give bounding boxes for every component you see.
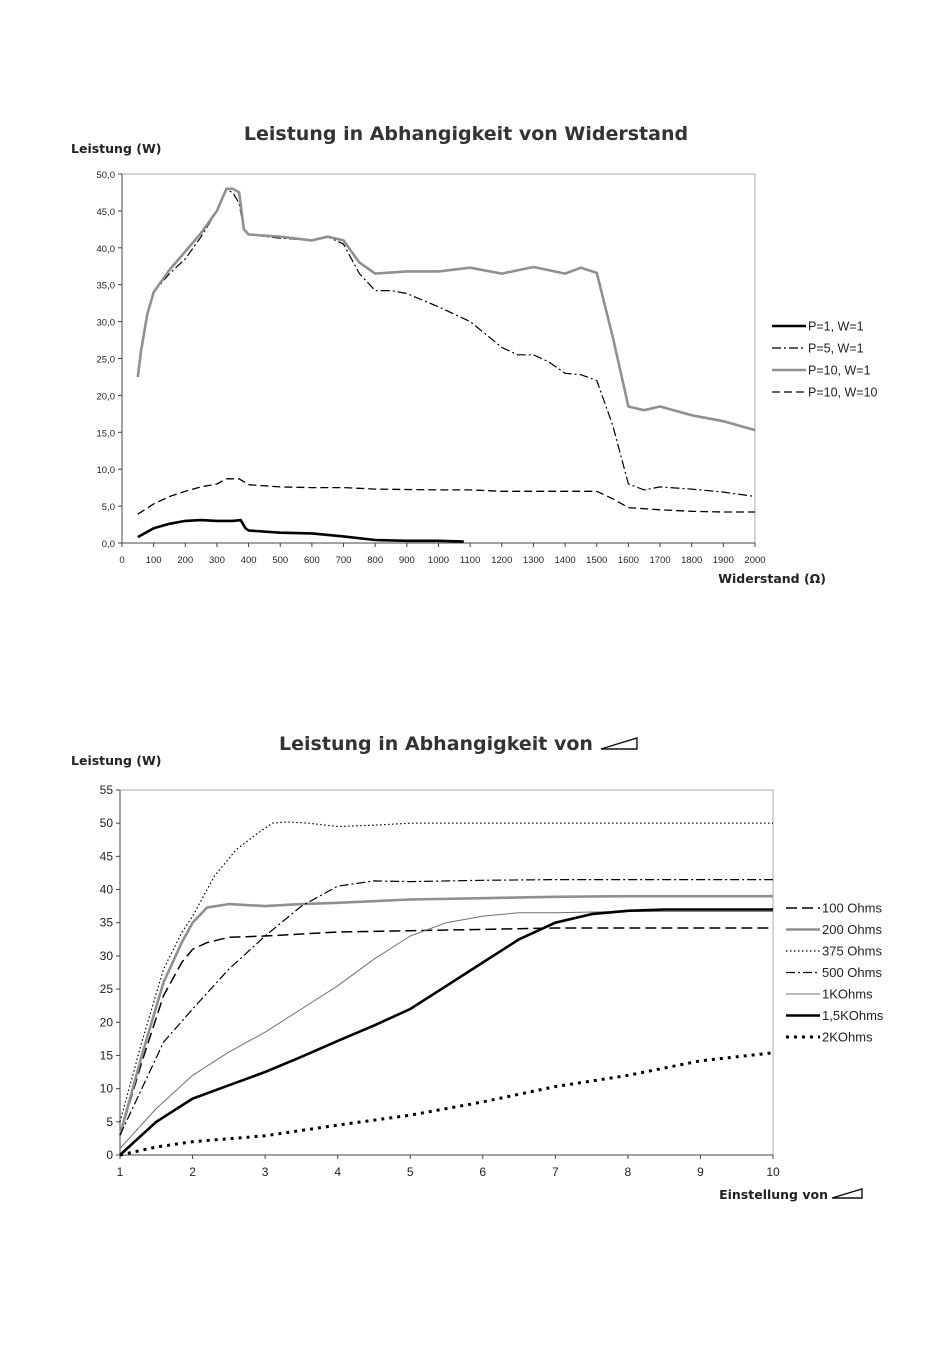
y-tick-label: 25,0: [97, 355, 116, 366]
y-tick-label: 20: [100, 1015, 114, 1029]
x-tick-label: 500: [272, 555, 288, 566]
y-tick-label: 30,0: [97, 318, 116, 329]
series-line-6: [119, 908, 773, 1156]
y-tick-label: 50,0: [97, 170, 116, 181]
legend-label: 2KOhms: [822, 1030, 873, 1045]
x-tick-label: 1000: [428, 555, 449, 566]
legend-label: 500 Ohms: [822, 965, 882, 980]
y-tick-label: 10: [100, 1082, 114, 1096]
x-tick-label: 9: [697, 1165, 704, 1179]
x-tick-label: 6: [479, 1165, 486, 1179]
series-line-2: [118, 894, 773, 1136]
x-tick-label: 1700: [649, 555, 670, 566]
series-line-3: [119, 821, 773, 1122]
plot-area: [119, 789, 774, 1156]
legend-label: 1KOhms: [822, 987, 873, 1002]
x-tick-label: 4: [334, 1165, 341, 1179]
x-tick-label: 2: [189, 1165, 196, 1179]
y-tick-label: 5,0: [102, 502, 115, 513]
x-tick-label: 8: [625, 1165, 632, 1179]
y-tick-label: 45: [100, 849, 114, 863]
y-tick-label: 50: [100, 816, 114, 830]
series-line-3: [136, 187, 756, 432]
series-line-1: [137, 518, 464, 543]
series-line-4: [137, 478, 755, 515]
y-tick-label: 20,0: [97, 391, 116, 402]
x-tick-label: 1100: [460, 555, 480, 566]
x-tick-label: 1600: [618, 555, 639, 566]
y-tick-label: 15: [100, 1048, 114, 1062]
y-axis-label: Leistung (W): [71, 141, 161, 156]
x-tick-label: 300: [209, 555, 225, 566]
x-tick-label: 600: [304, 555, 320, 566]
legend-label: P=5, W=1: [808, 342, 864, 356]
y-tick-label: 30: [100, 949, 114, 963]
x-tick-label: 1500: [586, 555, 607, 566]
y-tick-label: 35: [100, 916, 114, 930]
wedge-icon: [600, 737, 638, 750]
chart-setting: Leistung in Abhangigkeit von Leistung (W)…: [71, 733, 884, 1202]
x-axis-label: Widerstand (Ω): [718, 571, 826, 586]
x-axis-label: Einstellung von: [719, 1187, 828, 1202]
y-tick-label: 0,0: [102, 539, 115, 550]
y-tick-label: 55: [100, 783, 114, 797]
legend-label: P=1, W=1: [808, 320, 864, 334]
y-tick-label: 25: [100, 982, 114, 996]
chart-title: Leistung in Abhangigkeit von: [279, 733, 593, 755]
legend-label: P=10, W=10: [808, 386, 878, 400]
x-tick-label: 400: [241, 555, 257, 566]
legend-label: 200 Ohms: [822, 922, 882, 937]
series-line-7: [119, 1051, 774, 1157]
x-tick-label: 900: [399, 555, 415, 566]
series-line-1: [119, 927, 773, 1136]
y-tick-label: 5: [106, 1115, 113, 1129]
legend-label: 100 Ohms: [822, 901, 882, 916]
y-tick-label: 35,0: [97, 281, 116, 292]
plot-area: [121, 173, 756, 544]
y-tick-label: 15,0: [97, 428, 116, 439]
x-tick-label: 5: [407, 1165, 414, 1179]
x-tick-label: 1900: [713, 555, 734, 566]
y-axis-label: Leistung (W): [71, 753, 161, 768]
x-tick-label: 1: [117, 1165, 124, 1179]
series-line-2: [137, 189, 756, 498]
chart-resistance: Leistung in Abhangigkeit von Widerstand L…: [71, 123, 878, 586]
chart-title: Leistung in Abhangigkeit von Widerstand: [244, 123, 688, 145]
legend-label: 375 Ohms: [822, 944, 882, 959]
x-tick-label: 1400: [555, 555, 576, 566]
legend-label: 1,5KOhms: [822, 1008, 884, 1023]
x-tick-label: 7: [552, 1165, 559, 1179]
legend-label: P=10, W=1: [808, 364, 871, 378]
x-tick-label: 1800: [681, 555, 702, 566]
x-tick-label: 100: [146, 555, 162, 566]
y-tick-label: 10,0: [97, 465, 116, 476]
y-tick-label: 45,0: [97, 207, 116, 218]
series-line-5: [119, 910, 773, 1149]
y-tick-label: 40: [100, 883, 114, 897]
x-tick-label: 1300: [523, 555, 544, 566]
x-tick-label: 800: [367, 555, 383, 566]
x-tick-label: 200: [177, 555, 193, 566]
x-tick-label: 1200: [491, 555, 512, 566]
y-tick-label: 40,0: [97, 244, 116, 255]
x-tick-label: 10: [766, 1165, 780, 1179]
series-line-4: [119, 879, 773, 1136]
y-tick-label: 0: [106, 1148, 113, 1162]
x-tick-label: 2000: [744, 555, 765, 566]
x-tick-label: 0: [119, 555, 124, 566]
x-tick-label: 3: [262, 1165, 269, 1179]
x-tick-label: 700: [336, 555, 352, 566]
wedge-icon: [831, 1188, 863, 1199]
